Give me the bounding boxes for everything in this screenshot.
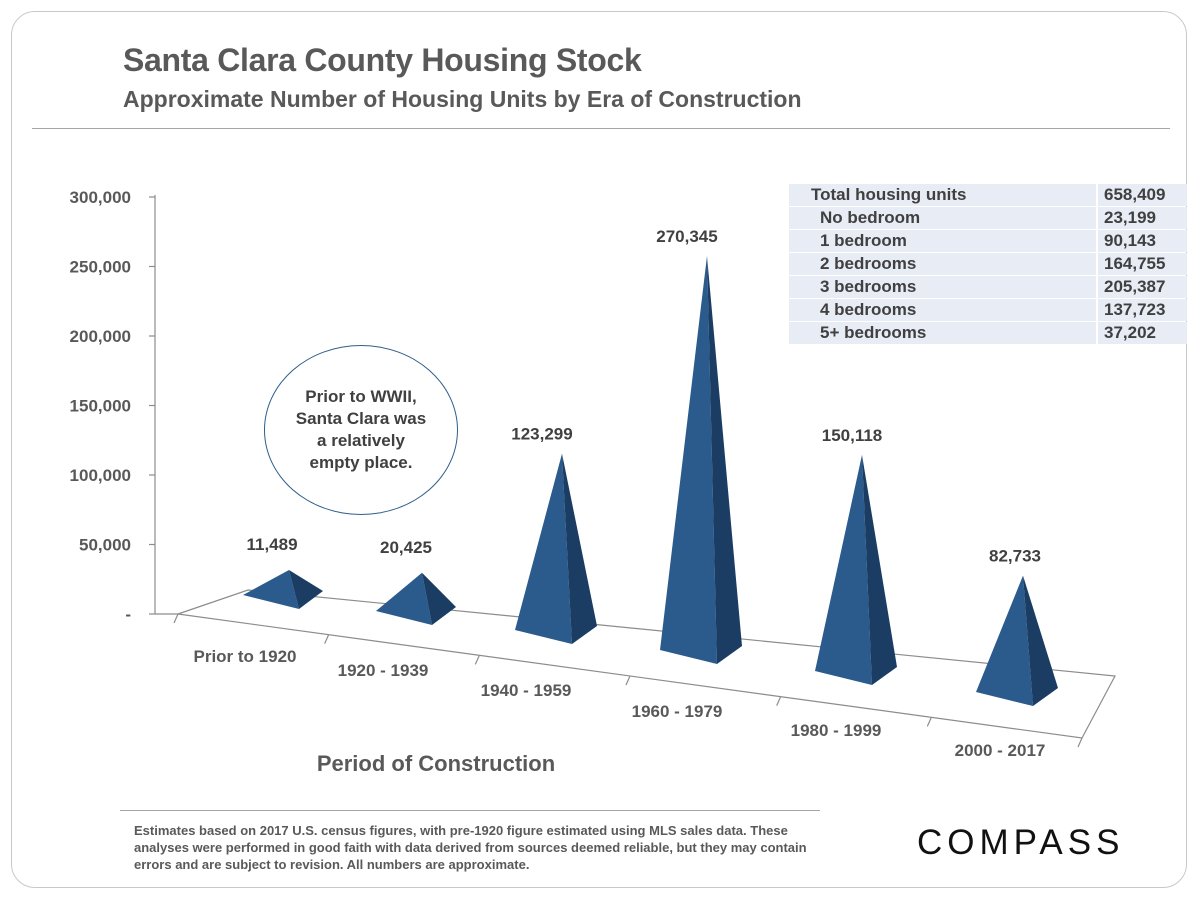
stats-label: No bedroom [789,207,1096,229]
data-label: 82,733 [989,547,1041,566]
stats-row: 3 bedrooms 205,387 [789,276,1187,298]
stats-label: 3 bedrooms [789,276,1096,298]
title-divider [32,128,1170,129]
pyramid-side-face [422,572,456,625]
callout-bubble: Prior to WWII, Santa Clara was a relativ… [264,345,458,515]
stats-value: 37,202 [1096,322,1187,344]
data-label: 20,425 [380,538,432,557]
pyramid-front-face [815,454,872,685]
stats-value: 23,199 [1096,207,1187,229]
pyramid-side-face [707,256,742,664]
stats-value: 164,755 [1096,253,1187,275]
x-tick [926,717,932,727]
compass-logo: COMPASS [917,823,1125,862]
stats-label: 2 bedrooms [789,253,1096,275]
pyramid-front-face [376,572,432,625]
stats-label: 4 bedrooms [789,299,1096,321]
x-tick [1077,737,1083,748]
x-tick [474,655,480,665]
data-label: 150,118 [822,426,883,445]
footnote: Estimates based on 2017 U.S. census figu… [134,823,807,872]
stats-row: 1 bedroom 90,143 [789,230,1187,252]
x-tick [625,675,631,686]
y-tick-label: 300,000 [70,188,131,207]
x-tick [173,613,179,624]
x-category-label: 1960 - 1979 [632,702,723,721]
pyramid-side-face [1023,575,1058,706]
y-tick-label: 150,000 [70,397,131,416]
stats-label: 1 bedroom [789,230,1096,252]
data-label: 11,489 [246,535,297,554]
x-category-label: 2000 - 2017 [955,741,1046,760]
x-category-label: Prior to 1920 [194,647,297,666]
stats-value: 137,723 [1096,299,1187,321]
bedroom-stats-table: Total housing units 658,409 No bedroom 23,1… [789,183,1187,345]
stats-row: Total housing units 658,409 [789,184,1187,206]
pyramid-front-face [515,453,572,644]
pyramid-side-face [289,570,323,609]
footnote-divider [120,810,820,811]
y-tick-label: 50,000 [79,536,131,555]
pyramid-side-face [862,454,897,685]
x-tick [776,696,782,706]
stats-row: 4 bedrooms 137,723 [789,299,1187,321]
x-axis-title: Period of Construction [317,751,555,776]
chart-subtitle: Approximate Number of Housing Units by E… [123,86,802,112]
stats-value: 658,409 [1096,184,1187,206]
y-tick-label: 250,000 [70,258,131,277]
chart-title: Santa Clara County Housing Stock [123,42,642,78]
chart-card [11,11,1187,888]
stats-value: 205,387 [1096,276,1187,298]
x-tick [324,634,330,644]
stats-row: 5+ bedrooms 37,202 [789,322,1187,344]
pyramid-front-face [976,575,1033,706]
y-tick-label: 200,000 [70,327,131,346]
pyramid-front-face [243,570,299,609]
stats-row: No bedroom 23,199 [789,207,1187,229]
x-category-label: 1940 - 1959 [481,681,572,700]
data-label: 270,345 [656,227,717,246]
stats-label: 5+ bedrooms [789,322,1096,344]
stats-row: 2 bedrooms 164,755 [789,253,1187,275]
callout-text: Prior to WWII, Santa Clara was a relativ… [295,387,427,472]
stats-label: Total housing units [789,184,1096,206]
y-tick-label: - [125,605,131,624]
pyramid-side-face [562,453,597,644]
y-tick-label: 100,000 [70,466,131,485]
x-category-label: 1980 - 1999 [791,721,882,740]
data-label: 123,299 [511,425,572,444]
x-category-label: 1920 - 1939 [338,661,429,680]
stats-value: 90,143 [1096,230,1187,252]
pyramid-front-face [660,256,717,664]
